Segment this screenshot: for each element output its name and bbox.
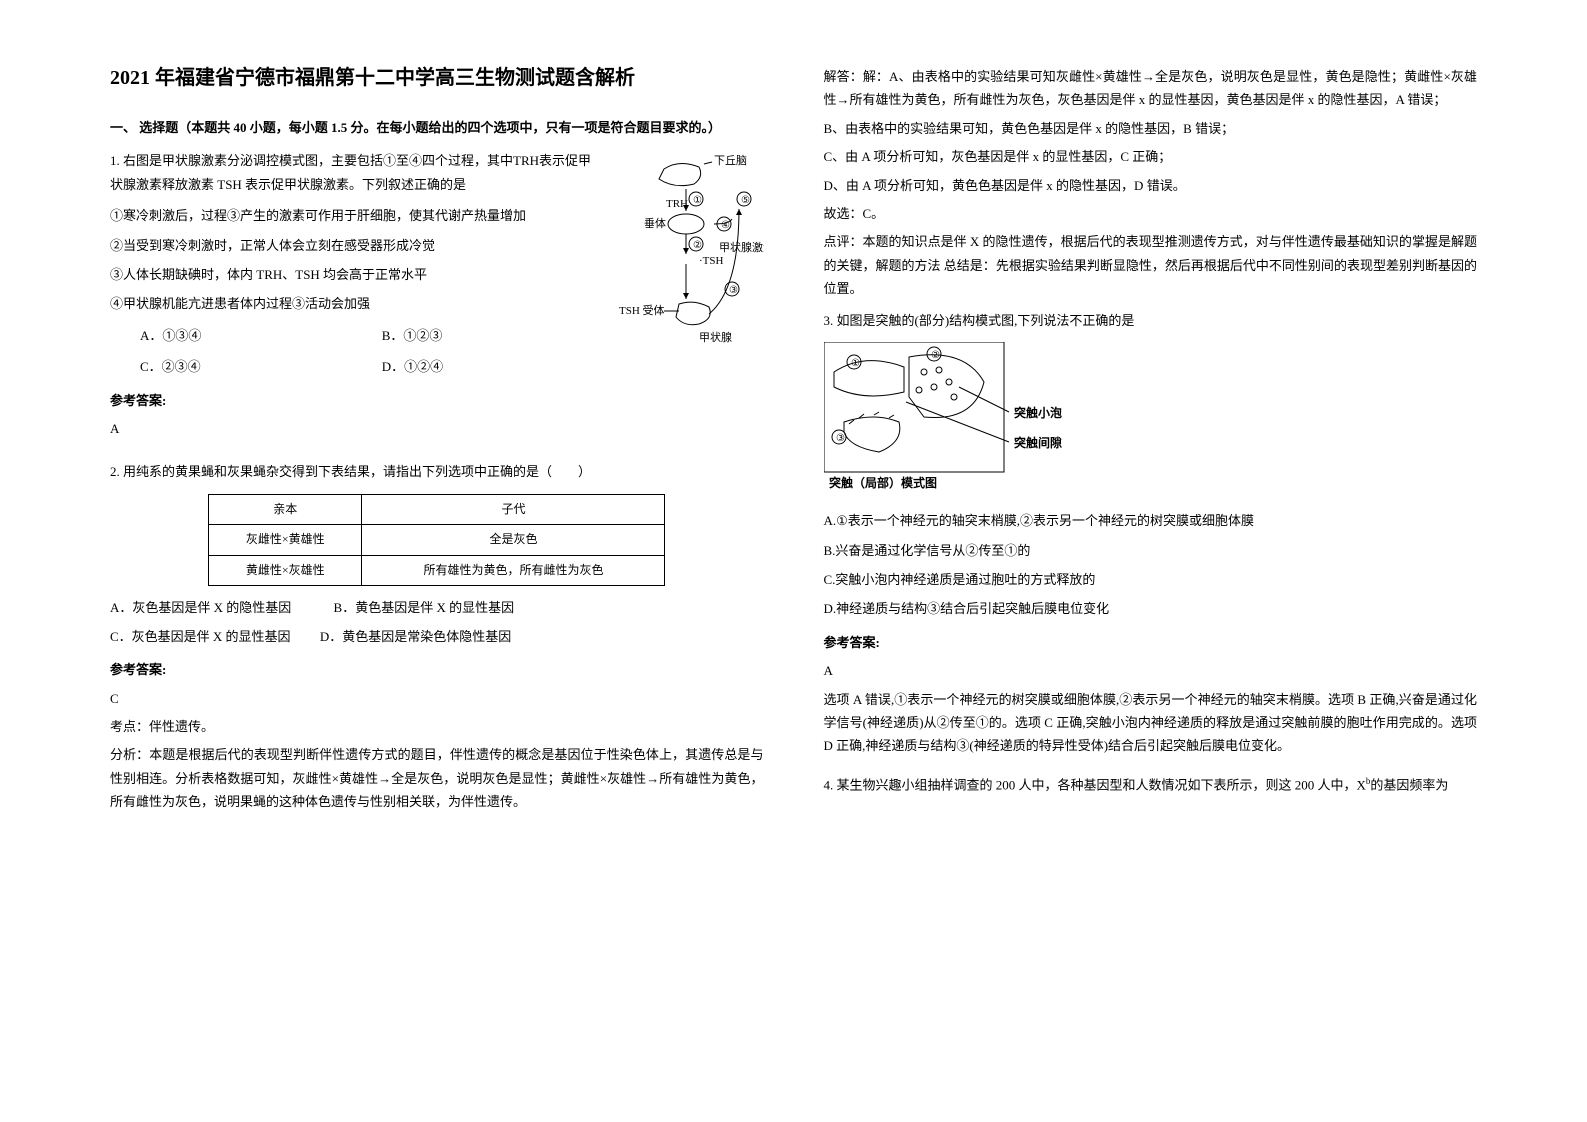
q3-option-c: C.突触小泡内神经递质是通过胞吐的方式释放的 xyxy=(824,568,1478,591)
right-p2: B、由表格中的实验结果可知，黄色色基因是伴 x 的隐性基因，B 错误； xyxy=(824,117,1478,140)
q2-cell-r1c2: 全是灰色 xyxy=(362,525,665,556)
fig-label-hypothalamus: 下丘脑 xyxy=(714,154,747,167)
right-p1: 解答：解：A、由表格中的实验结果可知灰雌性×黄雄性→全是灰色，说明灰色是显性，黄… xyxy=(824,65,1478,112)
right-p3: C、由 A 项分析可知，灰色基因是伴 x 的显性基因，C 正确； xyxy=(824,145,1478,168)
svg-text:②: ② xyxy=(931,350,940,361)
q1-option-c: C．②③④ xyxy=(110,355,352,378)
q2-option-c: C．灰色基因是伴 X 的显性基因 xyxy=(110,629,291,644)
q2-answer: C xyxy=(110,687,764,710)
fig-label-pituitary: 垂体 xyxy=(644,216,666,230)
q2-th-offspring: 子代 xyxy=(362,494,665,525)
q3-option-a: A.①表示一个神经元的轴突末梢膜,②表示另一个神经元的树突膜或细胞体膜 xyxy=(824,509,1478,532)
q4-stem: 4. 某生物兴趣小组抽样调查的 200 人中，各种基因型和人数情况如下表所示，则… xyxy=(824,773,1478,797)
q3-answer: A xyxy=(824,659,1478,682)
svg-text:TSH 受体: TSH 受体 xyxy=(619,303,665,317)
svg-text:突触间隙: 突触间隙 xyxy=(1014,435,1062,450)
svg-text:甲状腺激素: 甲状腺激素 xyxy=(719,240,764,254)
q3-option-d: D.神经递质与结构③结合后引起突触后膜电位变化 xyxy=(824,597,1478,620)
svg-text:③: ③ xyxy=(836,433,845,444)
q2-analysis: 分析：本题是根据后代的表现型判断伴性遗传方式的题目，伴性遗传的概念是基因位于性染… xyxy=(110,743,764,813)
svg-text:甲状腺: 甲状腺 xyxy=(699,330,732,344)
q1-answer-label: 参考答案: xyxy=(110,389,764,412)
q2-cell-r2c2: 所有雄性为黄色，所有雌性为灰色 xyxy=(362,555,665,586)
section-header: 一、 选择题（本题共 40 小题，每小题 1.5 分。在每小题给出的四个选项中，… xyxy=(110,116,764,139)
q2-answer-label: 参考答案: xyxy=(110,658,764,681)
svg-text:突触（局部）模式图: 突触（局部）模式图 xyxy=(829,475,937,490)
question-2: 2. 用纯系的黄果蝇和灰果蝇杂交得到下表结果，请指出下列选项中正确的是（ ） 亲… xyxy=(110,460,764,813)
q2-option-a: A．灰色基因是伴 X 的隐性基因 xyxy=(110,600,291,615)
q1-option-d: D．①②④ xyxy=(352,355,594,378)
document-title: 2021 年福建省宁德市福鼎第十二中学高三生物测试题含解析 xyxy=(110,60,764,96)
svg-text:②: ② xyxy=(693,240,702,251)
q3-option-b: B.兴奋是通过化学信号从②传至①的 xyxy=(824,539,1478,562)
q3-explain: 选项 A 错误,①表示一个神经元的树突膜或细胞体膜,②表示另一个神经元的轴突末梢… xyxy=(824,688,1478,758)
q3-answer-label: 参考答案: xyxy=(824,631,1478,654)
q1-option-a: A．①③④ xyxy=(110,324,352,347)
question-1: 下丘脑 TRH ① 垂体 ② ·TSH ④ ⑤ xyxy=(110,149,764,445)
question-3: 3. 如图是突触的(部分)结构模式图,下列说法不正确的是 ① ② xyxy=(824,309,1478,758)
q2-cell-r1c1: 灰雌性×黄雄性 xyxy=(209,525,362,556)
right-p4: D、由 A 项分析可知，黄色色基因是伴 x 的隐性基因，D 错误。 xyxy=(824,174,1478,197)
right-p5: 故选：C。 xyxy=(824,202,1478,225)
q2-cell-r2c1: 黄雌性×灰雄性 xyxy=(209,555,362,586)
svg-text:·TSH: ·TSH xyxy=(699,255,724,267)
q2-stem: 2. 用纯系的黄果蝇和灰果蝇杂交得到下表结果，请指出下列选项中正确的是（ ） xyxy=(110,460,764,483)
q3-figure: ① ② ③ 突触小泡 突触间隙 突触（局部）模式图 xyxy=(824,342,1478,499)
svg-text:①: ① xyxy=(693,195,702,206)
q1-answer: A xyxy=(110,417,764,440)
right-p6: 点评：本题的知识点是伴 X 的隐性遗传，根据后代的表现型推测遗传方式，对与伴性遗… xyxy=(824,230,1478,300)
q2-table: 亲本 子代 灰雌性×黄雄性 全是灰色 黄雌性×灰雄性 所有雄性为黄色，所有雌性为… xyxy=(208,494,665,587)
svg-text:③: ③ xyxy=(729,285,738,296)
q2-topic: 考点：伴性遗传。 xyxy=(110,715,764,738)
q3-stem: 3. 如图是突触的(部分)结构模式图,下列说法不正确的是 xyxy=(824,309,1478,332)
svg-text:⑤: ⑤ xyxy=(741,195,750,206)
q2-option-b: B．黄色基因是伴 X 的显性基因 xyxy=(334,600,515,615)
q2-option-d: D．黄色基因是常染色体隐性基因 xyxy=(320,629,511,644)
svg-text:突触小泡: 突触小泡 xyxy=(1014,405,1062,420)
svg-text:①: ① xyxy=(851,358,860,369)
q1-option-b: B．①②③ xyxy=(352,324,594,347)
q1-figure: 下丘脑 TRH ① 垂体 ② ·TSH ④ ⑤ xyxy=(604,149,764,356)
q2-th-parent: 亲本 xyxy=(209,494,362,525)
question-4: 4. 某生物兴趣小组抽样调查的 200 人中，各种基因型和人数情况如下表所示，则… xyxy=(824,773,1478,797)
